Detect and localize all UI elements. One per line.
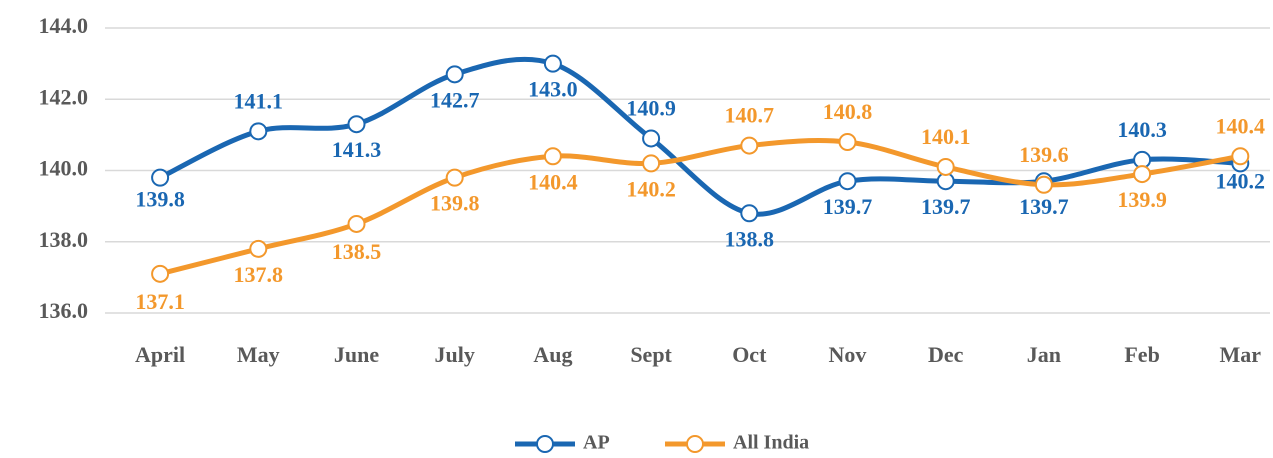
data-label: 139.8 bbox=[430, 191, 480, 216]
x-tick-label: Feb bbox=[1124, 342, 1159, 367]
marker bbox=[1133, 165, 1152, 184]
marker bbox=[151, 264, 170, 283]
data-label: 137.1 bbox=[135, 289, 185, 314]
data-label: 141.1 bbox=[234, 88, 284, 113]
y-tick-label: 142.0 bbox=[39, 84, 89, 109]
data-label: 139.7 bbox=[921, 194, 971, 219]
data-label: 137.8 bbox=[234, 262, 284, 287]
data-label: 142.7 bbox=[430, 87, 480, 112]
marker bbox=[347, 115, 366, 134]
x-tick-label: Oct bbox=[732, 342, 767, 367]
data-label: 138.8 bbox=[725, 226, 775, 251]
data-label: 141.3 bbox=[332, 137, 382, 162]
x-tick-label: Mar bbox=[1220, 342, 1262, 367]
marker bbox=[838, 172, 857, 191]
x-tick-label: July bbox=[435, 342, 475, 367]
data-label: 139.9 bbox=[1117, 187, 1167, 212]
marker bbox=[1231, 147, 1250, 166]
data-label: 139.7 bbox=[1019, 194, 1069, 219]
x-tick-label: May bbox=[237, 342, 280, 367]
data-label: 140.9 bbox=[626, 95, 676, 120]
series-line bbox=[159, 138, 1241, 277]
y-tick-label: 138.0 bbox=[39, 227, 89, 252]
data-label: 140.2 bbox=[1216, 168, 1266, 193]
marker bbox=[347, 214, 366, 233]
data-label: 143.0 bbox=[528, 77, 578, 102]
data-label: 139.8 bbox=[135, 187, 185, 212]
y-tick-label: 140.0 bbox=[39, 156, 89, 181]
marker bbox=[249, 122, 268, 141]
y-tick-label: 144.0 bbox=[39, 13, 89, 38]
data-label: 138.5 bbox=[332, 239, 382, 264]
data-label: 139.6 bbox=[1019, 142, 1069, 167]
marker bbox=[445, 65, 464, 84]
legend-label: All India bbox=[733, 432, 809, 454]
marker bbox=[543, 54, 562, 73]
marker bbox=[838, 133, 857, 151]
marker bbox=[151, 168, 170, 187]
data-label: 140.2 bbox=[626, 176, 676, 201]
series-line bbox=[159, 56, 1241, 217]
data-label: 139.7 bbox=[823, 194, 873, 219]
marker bbox=[740, 204, 759, 223]
data-label: 140.3 bbox=[1117, 117, 1167, 142]
x-tick-label: June bbox=[334, 342, 379, 367]
x-tick-label: Dec bbox=[928, 342, 964, 367]
y-tick-label: 136.0 bbox=[39, 298, 89, 323]
marker bbox=[1034, 175, 1053, 194]
marker bbox=[445, 168, 464, 187]
marker bbox=[543, 147, 562, 166]
legend-marker bbox=[536, 435, 554, 453]
x-tick-label: April bbox=[135, 342, 185, 367]
x-tick-label: Sept bbox=[630, 342, 672, 367]
marker bbox=[642, 129, 661, 148]
legend-label: AP bbox=[583, 432, 610, 454]
marker bbox=[642, 154, 661, 173]
data-label: 140.4 bbox=[528, 169, 578, 194]
marker bbox=[740, 136, 759, 155]
marker bbox=[936, 157, 955, 176]
marker bbox=[249, 239, 268, 258]
legend-marker bbox=[686, 435, 704, 453]
data-label: 140.8 bbox=[823, 99, 873, 124]
data-label: 140.7 bbox=[725, 103, 775, 128]
x-tick-label: Nov bbox=[829, 342, 867, 367]
data-label: 140.1 bbox=[921, 124, 971, 149]
data-label: 140.4 bbox=[1216, 113, 1266, 138]
x-tick-label: Aug bbox=[533, 342, 572, 367]
x-tick-label: Jan bbox=[1027, 342, 1061, 367]
